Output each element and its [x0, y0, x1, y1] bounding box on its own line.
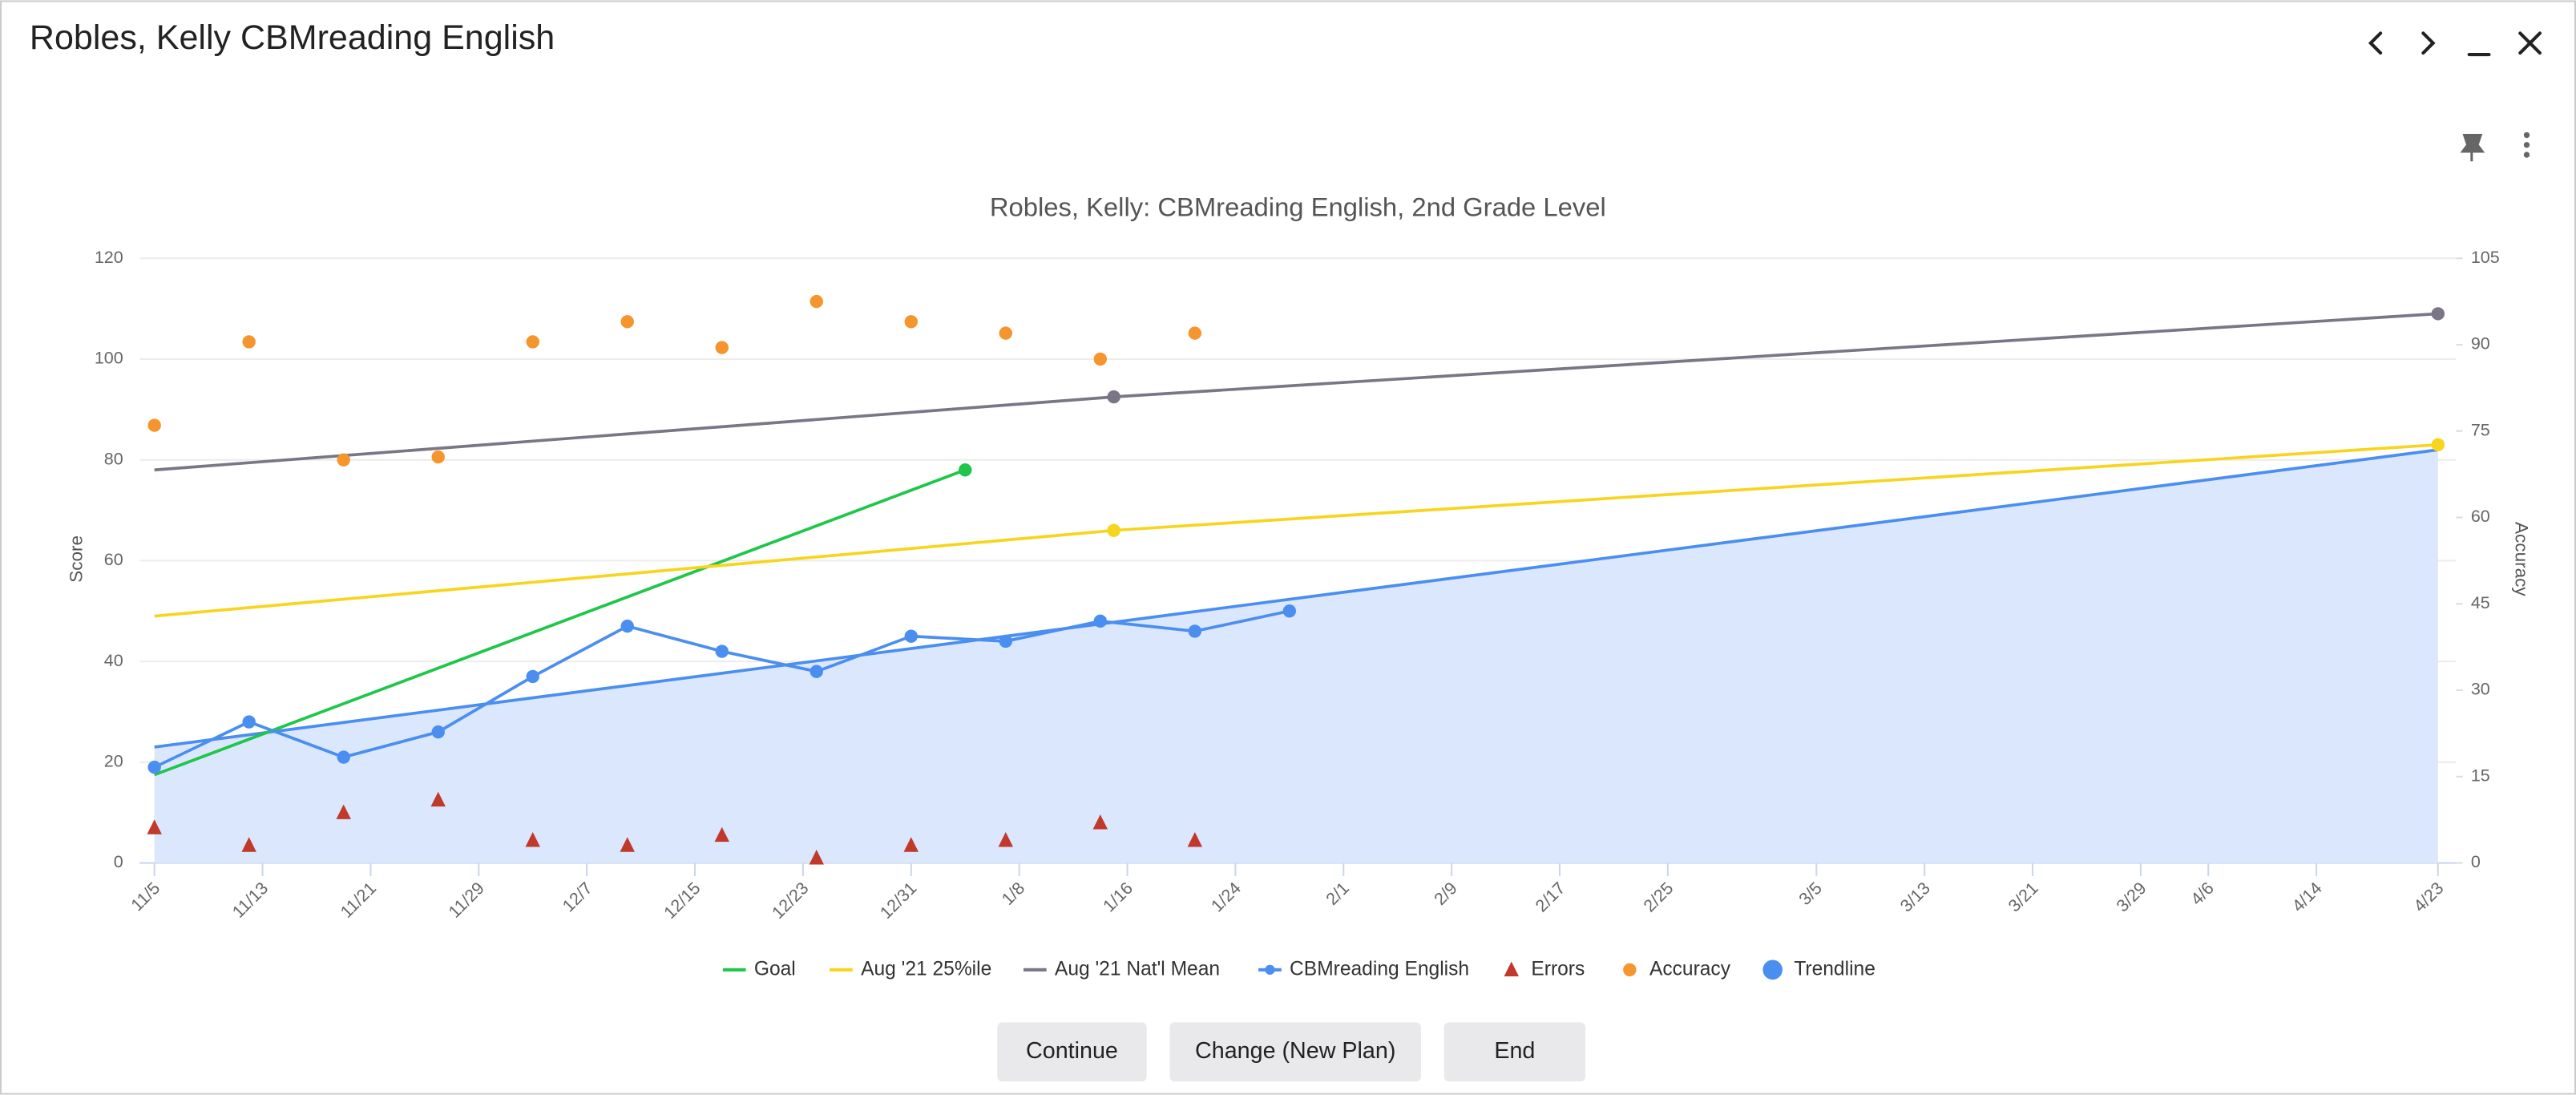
accuracy-point: [620, 315, 634, 329]
legend-label: Goal: [754, 958, 796, 980]
y-tick-label: 120: [95, 248, 123, 267]
prev-button[interactable]: [2368, 31, 2383, 55]
error-marker: [903, 837, 919, 852]
y-tick-label: 60: [104, 550, 123, 569]
next-button[interactable]: [2421, 31, 2436, 55]
close-button[interactable]: [2518, 31, 2542, 55]
trend-area: [154, 450, 2438, 863]
button-continue[interactable]: Continue: [997, 1022, 1147, 1082]
legend-label: CBMreading English: [1290, 958, 1469, 980]
y-tick-label: 20: [104, 752, 123, 771]
y2-tick-label: 105: [2471, 248, 2500, 267]
legend-item: Aug '21 Nat'l Mean: [1023, 958, 1220, 980]
legend-item: Trendline: [1762, 958, 1875, 980]
y-axis-title: Score: [66, 535, 86, 583]
y2-tick-label: 75: [2471, 420, 2490, 439]
score-point: [147, 760, 161, 774]
legend-label: Aug '21 25%ile: [861, 958, 991, 980]
error-marker: [809, 850, 824, 865]
button-end[interactable]: End: [1443, 1022, 1586, 1082]
score-point: [904, 629, 918, 643]
y2-axis-title: Accuracy: [2511, 522, 2531, 596]
error-marker: [430, 791, 446, 807]
y2-tick-label: 15: [2471, 766, 2490, 785]
legend-item: Accuracy: [1623, 958, 1731, 980]
accuracy-point: [999, 326, 1012, 340]
legend-item: Goal: [722, 958, 796, 980]
error-marker: [620, 837, 635, 852]
score-point: [242, 715, 256, 729]
accuracy-point: [810, 294, 823, 309]
accuracy-point: [1188, 326, 1202, 340]
line-marker: [959, 463, 972, 477]
legend-label: Errors: [1531, 958, 1585, 980]
button-label[interactable]: Continue: [1026, 1038, 1118, 1064]
y-tick-label: 80: [104, 449, 123, 468]
legend-item: CBMreading English: [1258, 958, 1469, 980]
y-tick-label: 100: [95, 349, 123, 368]
error-marker: [714, 826, 729, 842]
y2-tick-label: 90: [2471, 334, 2490, 354]
line-marker: [1107, 390, 1120, 404]
score-point: [1093, 614, 1107, 628]
legend-marker: [1762, 960, 1783, 980]
accuracy-point: [147, 418, 161, 432]
error-marker: [336, 804, 351, 819]
line-marker: [2431, 307, 2445, 321]
pin-button[interactable]: [2460, 133, 2485, 162]
legend-marker: [1623, 963, 1637, 976]
error-marker: [1092, 814, 1108, 830]
accuracy-point: [715, 341, 729, 354]
legend-marker: [1504, 961, 1519, 976]
button-change[interactable]: Change (New Plan): [1169, 1022, 1422, 1082]
y-tick-label: 0: [114, 852, 123, 871]
legend-label: Aug '21 Nat'l Mean: [1055, 958, 1220, 980]
reference-line: [154, 468, 966, 777]
score-point: [337, 750, 350, 764]
line-marker: [2431, 438, 2445, 452]
accuracy-point: [526, 335, 539, 349]
legend-item: Errors: [1504, 958, 1585, 980]
score-point: [1188, 624, 1202, 638]
error-marker: [998, 832, 1014, 847]
legend-label: Trendline: [1794, 958, 1875, 980]
accuracy-point: [242, 335, 256, 349]
menu-button[interactable]: [2523, 131, 2530, 158]
window-title: Robles, Kelly CBMreading English: [30, 18, 555, 57]
y2-tick-label: 30: [2471, 680, 2490, 699]
trend-line: [154, 448, 2439, 749]
score-point: [1282, 604, 1297, 618]
accuracy-point: [1093, 352, 1107, 366]
error-marker: [1187, 832, 1203, 847]
button-label[interactable]: Change (New Plan): [1195, 1038, 1395, 1064]
score-point: [526, 669, 539, 684]
score-point: [999, 634, 1012, 649]
score-point: [810, 665, 823, 678]
button-label[interactable]: End: [1494, 1038, 1535, 1064]
legend-marker: [1265, 964, 1275, 975]
line-marker: [1107, 523, 1120, 537]
score-point: [620, 619, 634, 633]
error-marker: [525, 832, 540, 847]
legend-label: Accuracy: [1649, 958, 1731, 980]
score-point: [431, 725, 445, 739]
y2-tick-label: 0: [2471, 852, 2481, 871]
error-marker: [241, 837, 256, 852]
accuracy-point: [431, 450, 445, 464]
legend-item: Aug '21 25%ile: [830, 958, 991, 980]
accuracy-point: [904, 315, 918, 329]
y-tick-label: 40: [104, 651, 123, 670]
y2-tick-label: 60: [2471, 507, 2490, 526]
y2-tick-label: 45: [2471, 593, 2490, 612]
score-point: [715, 644, 729, 658]
chart-title: Robles, Kelly: CBMreading English, 2nd G…: [990, 192, 1606, 221]
accuracy-point: [337, 453, 350, 467]
error-marker: [147, 819, 162, 834]
